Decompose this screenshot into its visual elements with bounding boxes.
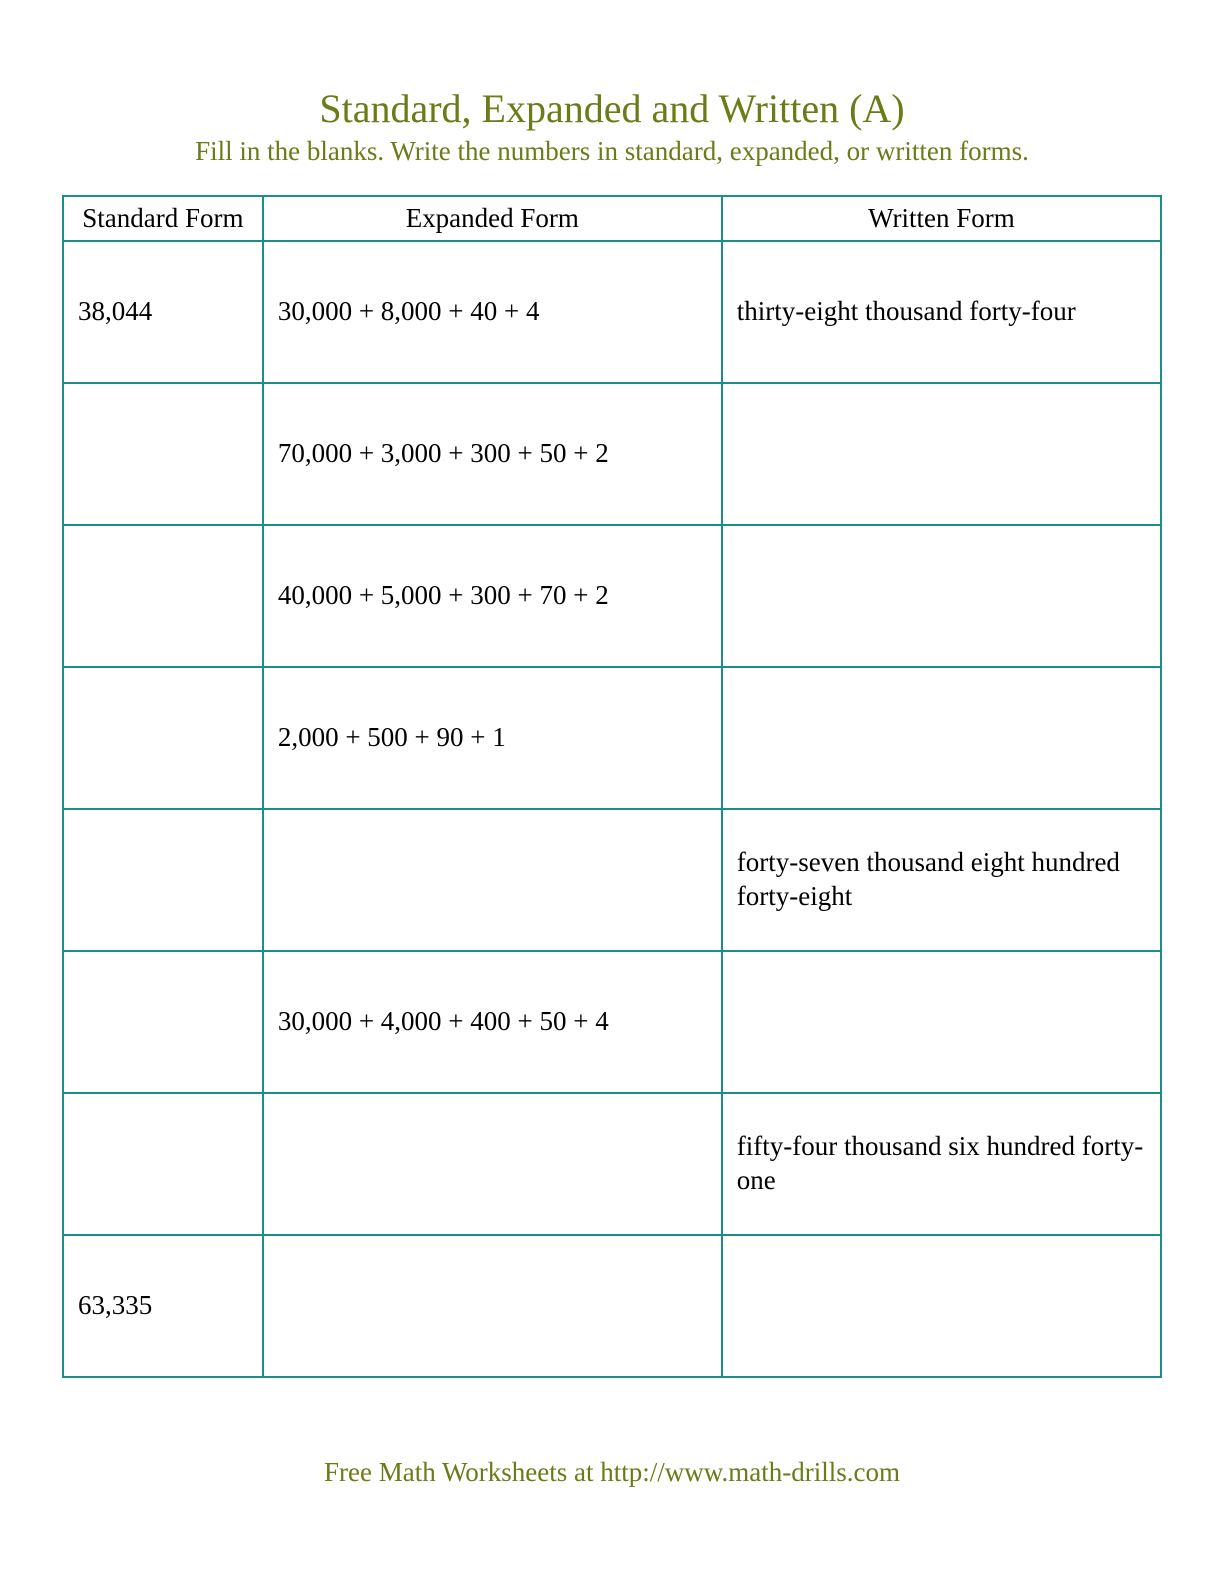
table-row: 40,000 + 5,000 + 300 + 70 + 2 [63, 525, 1161, 667]
table-row: 30,000 + 4,000 + 400 + 50 + 4 [63, 951, 1161, 1093]
cell-expanded: 2,000 + 500 + 90 + 1 [263, 667, 722, 809]
cell-expanded [263, 1235, 722, 1377]
page-footer: Free Math Worksheets at http://www.math-… [0, 1457, 1224, 1488]
cell-written [722, 667, 1161, 809]
header-standard: Standard Form [63, 196, 263, 241]
cell-expanded: 30,000 + 8,000 + 40 + 4 [263, 241, 722, 383]
cell-written [722, 383, 1161, 525]
cell-standard [63, 525, 263, 667]
worksheet-table: Standard Form Expanded Form Written Form… [62, 195, 1162, 1378]
table-body: 38,044 30,000 + 8,000 + 40 + 4 thirty-ei… [63, 241, 1161, 1377]
cell-standard: 38,044 [63, 241, 263, 383]
page-title: Standard, Expanded and Written (A) [62, 85, 1162, 132]
table-row: fifty-four thousand six hundred forty-on… [63, 1093, 1161, 1235]
cell-expanded [263, 809, 722, 951]
cell-written [722, 951, 1161, 1093]
cell-written: thirty-eight thousand forty-four [722, 241, 1161, 383]
table-row: 63,335 [63, 1235, 1161, 1377]
cell-standard: 63,335 [63, 1235, 263, 1377]
page-subtitle: Fill in the blanks. Write the numbers in… [62, 136, 1162, 167]
cell-standard [63, 1093, 263, 1235]
table-row: 38,044 30,000 + 8,000 + 40 + 4 thirty-ei… [63, 241, 1161, 383]
table-row: 2,000 + 500 + 90 + 1 [63, 667, 1161, 809]
header-expanded: Expanded Form [263, 196, 722, 241]
cell-written [722, 1235, 1161, 1377]
cell-written: fifty-four thousand six hundred forty-on… [722, 1093, 1161, 1235]
table-row: forty-seven thousand eight hundred forty… [63, 809, 1161, 951]
table-header-row: Standard Form Expanded Form Written Form [63, 196, 1161, 241]
cell-standard [63, 951, 263, 1093]
cell-standard [63, 383, 263, 525]
table-row: 70,000 + 3,000 + 300 + 50 + 2 [63, 383, 1161, 525]
cell-written [722, 525, 1161, 667]
cell-expanded [263, 1093, 722, 1235]
cell-written: forty-seven thousand eight hundred forty… [722, 809, 1161, 951]
worksheet-page: Standard, Expanded and Written (A) Fill … [0, 0, 1224, 1584]
header-written: Written Form [722, 196, 1161, 241]
cell-expanded: 30,000 + 4,000 + 400 + 50 + 4 [263, 951, 722, 1093]
cell-standard [63, 667, 263, 809]
cell-standard [63, 809, 263, 951]
cell-expanded: 40,000 + 5,000 + 300 + 70 + 2 [263, 525, 722, 667]
cell-expanded: 70,000 + 3,000 + 300 + 50 + 2 [263, 383, 722, 525]
